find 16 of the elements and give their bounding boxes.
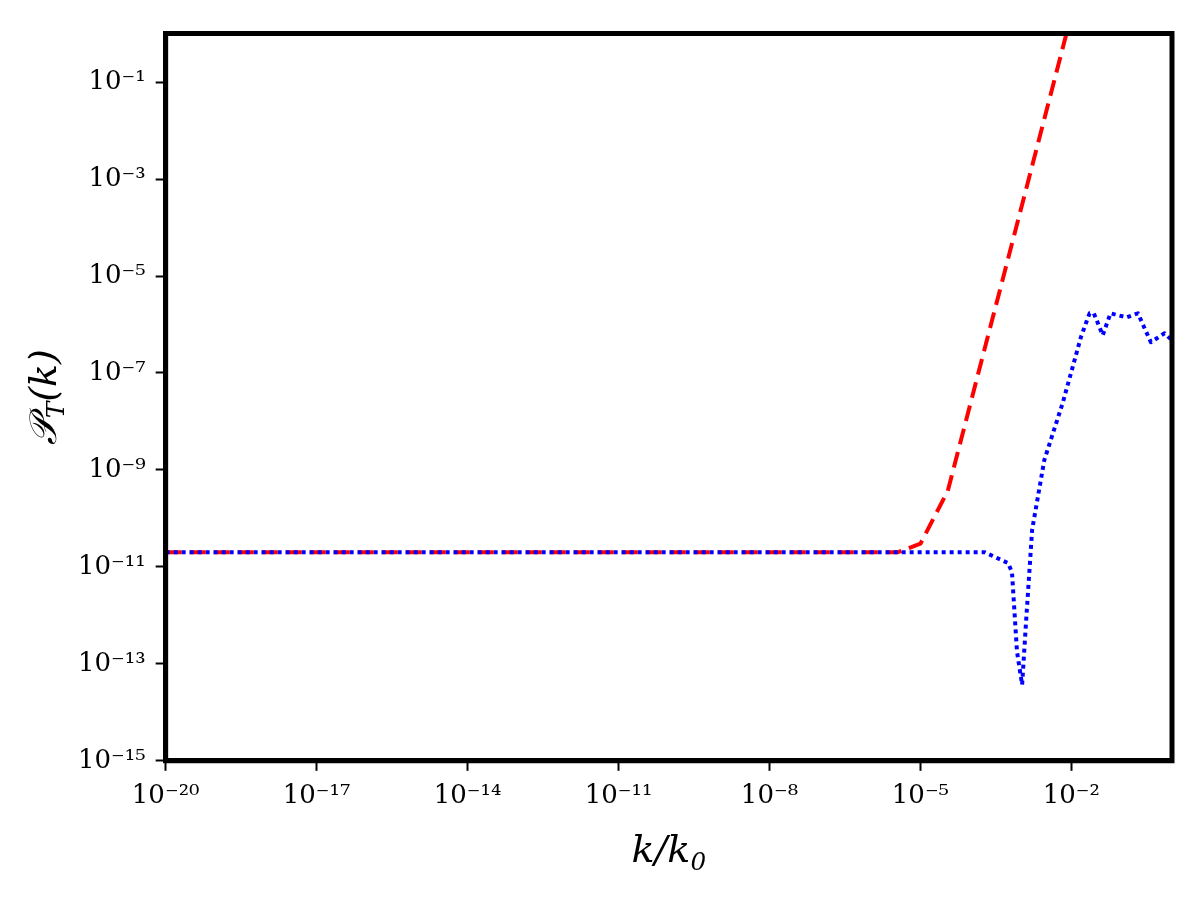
- x-tick-label: 10⁻²⁰: [131, 779, 200, 810]
- x-tick-label: 10⁻⁸: [740, 779, 799, 810]
- x-tick-label: 10⁻¹¹: [584, 779, 653, 810]
- y-tick-label: 10⁻⁹: [88, 452, 146, 483]
- x-tick-label: 10⁻¹⁴: [433, 779, 502, 810]
- y-tick-label: 10⁻¹³: [78, 646, 146, 677]
- y-tick-label: 10⁻⁵: [88, 258, 146, 289]
- x-tick-label: 10⁻¹⁷: [282, 779, 351, 810]
- y-axis-title: 𝒫T(k): [20, 349, 70, 446]
- y-tick-label: 10⁻⁷: [88, 355, 146, 386]
- x-tick-label: 10⁻⁵: [891, 779, 950, 810]
- x-tick-label: 10⁻²: [1042, 779, 1100, 810]
- y-tick-label: 10⁻¹⁵: [78, 743, 146, 774]
- y-tick-label: 10⁻¹: [88, 64, 146, 95]
- y-tick-label: 10⁻¹¹: [78, 549, 146, 580]
- y-tick-label: 10⁻³: [88, 161, 146, 192]
